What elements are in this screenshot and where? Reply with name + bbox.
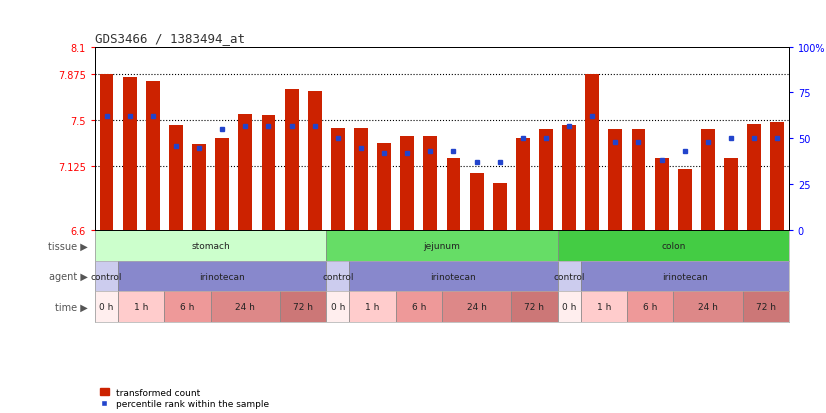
Text: 6 h: 6 h — [180, 302, 195, 311]
Text: 0 h: 0 h — [562, 302, 577, 311]
Text: 0 h: 0 h — [99, 302, 114, 311]
Text: colon: colon — [661, 241, 686, 250]
Text: irinotecan: irinotecan — [199, 272, 245, 281]
Text: control: control — [553, 272, 585, 281]
Text: irinotecan: irinotecan — [430, 272, 477, 281]
Bar — [724, 159, 738, 230]
Text: tissue ▶: tissue ▶ — [48, 241, 88, 251]
Text: 6 h: 6 h — [643, 302, 657, 311]
Text: GDS3466 / 1383494_at: GDS3466 / 1383494_at — [95, 32, 245, 45]
Bar — [331, 129, 344, 230]
Bar — [401, 137, 414, 230]
Bar — [192, 145, 206, 230]
Bar — [748, 124, 761, 230]
Bar — [586, 75, 599, 230]
Text: time ▶: time ▶ — [55, 302, 88, 312]
Bar — [655, 159, 668, 230]
Text: 1 h: 1 h — [365, 302, 380, 311]
Bar — [354, 129, 368, 230]
Bar — [169, 126, 183, 230]
Text: 24 h: 24 h — [698, 302, 718, 311]
Bar — [216, 139, 229, 230]
Text: agent ▶: agent ▶ — [50, 271, 88, 281]
Text: 72 h: 72 h — [525, 302, 544, 311]
Text: control: control — [322, 272, 354, 281]
Bar — [632, 129, 645, 230]
Text: control: control — [91, 272, 122, 281]
Bar — [516, 139, 529, 230]
Bar — [285, 90, 298, 230]
Bar — [262, 116, 275, 230]
Text: 24 h: 24 h — [235, 302, 255, 311]
Bar — [701, 129, 714, 230]
Bar — [123, 77, 136, 230]
Bar — [447, 159, 460, 230]
Bar — [493, 184, 506, 230]
Bar — [377, 144, 391, 230]
Bar — [424, 137, 437, 230]
Text: 1 h: 1 h — [134, 302, 149, 311]
Legend: transformed count, percentile rank within the sample: transformed count, percentile rank withi… — [99, 388, 269, 408]
Bar — [146, 82, 159, 230]
Text: 6 h: 6 h — [411, 302, 426, 311]
Bar — [100, 75, 113, 230]
Text: 72 h: 72 h — [293, 302, 313, 311]
Bar — [308, 91, 321, 230]
Text: 24 h: 24 h — [467, 302, 487, 311]
Bar — [609, 129, 622, 230]
Bar — [563, 126, 576, 230]
Bar — [678, 170, 691, 230]
Text: jejunum: jejunum — [424, 241, 460, 250]
Text: 1 h: 1 h — [596, 302, 611, 311]
Bar — [771, 123, 784, 230]
Text: 0 h: 0 h — [330, 302, 345, 311]
Bar — [470, 173, 483, 230]
Bar — [239, 115, 252, 230]
Text: irinotecan: irinotecan — [662, 272, 708, 281]
Text: stomach: stomach — [192, 241, 230, 250]
Text: 72 h: 72 h — [756, 302, 776, 311]
Bar — [539, 129, 553, 230]
